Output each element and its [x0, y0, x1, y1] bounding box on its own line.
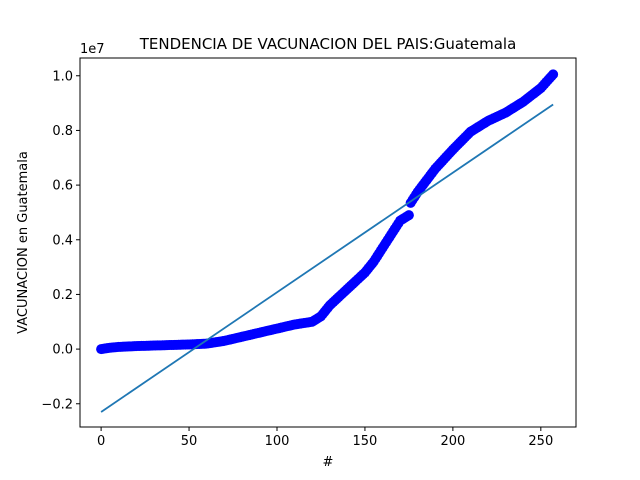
x-tick-label: 250 [528, 434, 553, 449]
y-tick-label: 0.6 [52, 179, 73, 194]
plot-area [96, 69, 559, 413]
y-axis-label: VACUNACION en Guatemala [16, 151, 31, 334]
x-tick-label: 0 [97, 434, 105, 449]
plot-frame [79, 57, 577, 428]
y-axis-offset-text: 1e7 [80, 42, 105, 57]
data-point [548, 69, 559, 80]
trend-line [100, 103, 554, 413]
y-tick-label: 0.0 [52, 343, 73, 358]
x-tick-label: 150 [353, 434, 378, 449]
y-tick-label: 0.2 [52, 288, 73, 303]
x-axis-label: # [323, 455, 334, 470]
y-tick-label: 0.8 [52, 124, 73, 139]
x-tick-label: 100 [265, 434, 290, 449]
chart-title: TENDENCIA DE VACUNACION DEL PAIS:Guatema… [139, 35, 517, 53]
y-tick-label: 1.0 [52, 69, 73, 84]
data-point [403, 210, 414, 221]
x-tick-label: 50 [181, 434, 198, 449]
x-axis: 0 50 100 150 200 250 [97, 427, 553, 449]
x-tick-label: 200 [440, 434, 465, 449]
y-tick-label: −0.2 [41, 397, 73, 412]
y-axis: −0.2 0.0 0.2 0.4 0.6 0.8 1.0 [41, 69, 80, 412]
y-tick-label: 0.4 [52, 233, 73, 248]
